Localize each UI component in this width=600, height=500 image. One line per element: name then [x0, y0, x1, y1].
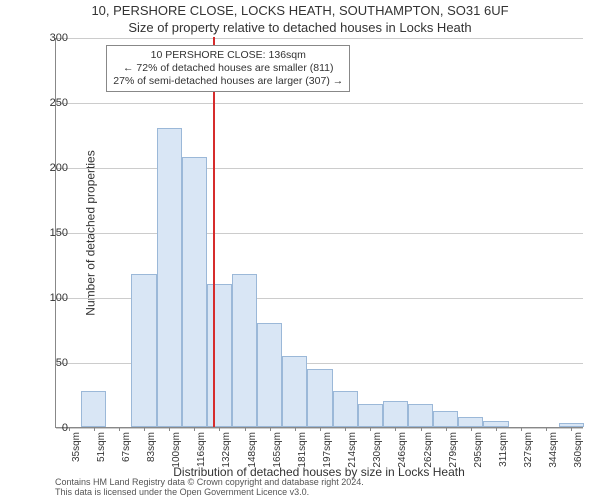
plot-area: 10 PERSHORE CLOSE: 136sqm← 72% of detach… [55, 38, 583, 428]
histogram-bar [383, 401, 408, 427]
x-tick-mark [169, 427, 170, 431]
chart-title-line2: Size of property relative to detached ho… [0, 20, 600, 35]
histogram-bar [157, 128, 182, 427]
x-tick-mark [144, 427, 145, 431]
x-tick-label: 311sqm [498, 432, 509, 467]
x-tick-label: 132sqm [221, 432, 232, 468]
annotation-line1: 10 PERSHORE CLOSE: 136sqm [113, 49, 343, 62]
y-tick-label: 0 [28, 422, 68, 434]
x-tick-label: 246sqm [397, 432, 408, 468]
gridline [56, 103, 583, 104]
y-tick-label: 300 [28, 32, 68, 44]
annotation-line2: ← 72% of detached houses are smaller (81… [113, 62, 343, 75]
gridline [56, 233, 583, 234]
y-tick-label: 100 [28, 292, 68, 304]
histogram-bar [408, 404, 433, 427]
histogram-bar [182, 157, 207, 427]
x-tick-label: 279sqm [448, 432, 459, 468]
x-tick-mark [370, 427, 371, 431]
x-tick-label: 67sqm [121, 432, 132, 462]
x-tick-label: 214sqm [347, 432, 358, 468]
histogram-bar [433, 411, 458, 427]
x-tick-mark [320, 427, 321, 431]
x-tick-label: 230sqm [372, 432, 383, 468]
histogram-bar [257, 323, 282, 427]
x-tick-mark [345, 427, 346, 431]
x-tick-mark [295, 427, 296, 431]
y-tick-label: 200 [28, 162, 68, 174]
x-tick-label: 165sqm [272, 432, 283, 468]
x-tick-mark [69, 427, 70, 431]
x-tick-mark [270, 427, 271, 431]
histogram-bar [81, 391, 106, 427]
footer-line2: This data is licensed under the Open Gov… [55, 488, 583, 498]
x-tick-mark [119, 427, 120, 431]
y-tick-label: 150 [28, 227, 68, 239]
x-tick-label: 360sqm [573, 432, 584, 468]
footer-attribution: Contains HM Land Registry data © Crown c… [55, 478, 583, 498]
x-tick-mark [94, 427, 95, 431]
x-tick-mark [421, 427, 422, 431]
x-tick-mark [546, 427, 547, 431]
histogram-bar [282, 356, 307, 428]
x-tick-mark [219, 427, 220, 431]
x-tick-mark [571, 427, 572, 431]
x-tick-label: 100sqm [171, 432, 182, 468]
histogram-bar [131, 274, 156, 427]
histogram-bar [207, 284, 232, 427]
histogram-bar [333, 391, 358, 427]
x-tick-label: 262sqm [423, 432, 434, 468]
reference-line [213, 37, 215, 427]
gridline [56, 168, 583, 169]
x-tick-mark [194, 427, 195, 431]
y-tick-label: 250 [28, 97, 68, 109]
chart-container: 10, PERSHORE CLOSE, LOCKS HEATH, SOUTHAM… [0, 0, 600, 500]
x-tick-label: 327sqm [523, 432, 534, 468]
x-tick-label: 148sqm [247, 432, 258, 468]
x-tick-mark [395, 427, 396, 431]
x-tick-mark [471, 427, 472, 431]
annotation-line3: 27% of semi-detached houses are larger (… [113, 75, 343, 88]
x-tick-label: 116sqm [196, 432, 207, 467]
histogram-bar [307, 369, 332, 428]
gridline [56, 38, 583, 39]
x-tick-label: 51sqm [96, 432, 107, 462]
x-tick-mark [446, 427, 447, 431]
x-tick-label: 181sqm [297, 432, 308, 468]
x-tick-mark [245, 427, 246, 431]
x-tick-label: 35sqm [71, 432, 82, 462]
x-tick-label: 197sqm [322, 432, 333, 468]
chart-title-line1: 10, PERSHORE CLOSE, LOCKS HEATH, SOUTHAM… [0, 3, 600, 18]
x-tick-mark [521, 427, 522, 431]
histogram-bar [232, 274, 257, 427]
annotation-box: 10 PERSHORE CLOSE: 136sqm← 72% of detach… [106, 45, 350, 92]
x-tick-label: 83sqm [146, 432, 157, 462]
histogram-bar [458, 417, 483, 427]
x-tick-label: 344sqm [548, 432, 559, 468]
x-tick-label: 295sqm [473, 432, 484, 468]
y-tick-label: 50 [28, 357, 68, 369]
x-tick-mark [496, 427, 497, 431]
histogram-bar [358, 404, 383, 427]
